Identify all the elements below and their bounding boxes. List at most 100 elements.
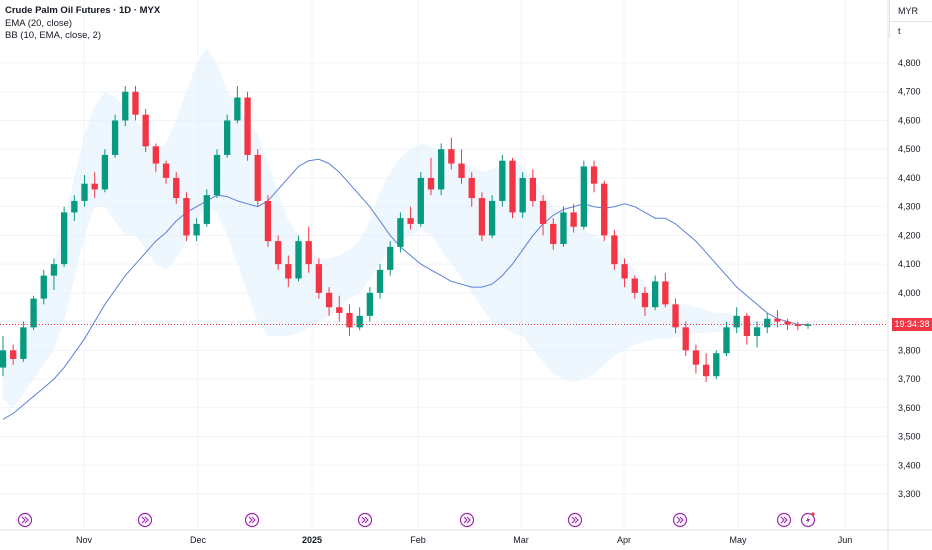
candle-body xyxy=(682,327,689,351)
candle-body xyxy=(295,241,302,279)
candle-body xyxy=(570,212,577,227)
candle-body xyxy=(30,298,37,328)
candle-body xyxy=(224,120,231,155)
y-tick-label: 3,600 xyxy=(898,403,921,413)
candle-body xyxy=(356,315,363,328)
forward-circle-icon[interactable] xyxy=(459,512,475,528)
candle-body xyxy=(550,223,557,245)
candle-body xyxy=(50,264,58,276)
candle-body xyxy=(91,183,98,190)
candle-body xyxy=(122,91,129,121)
candle-body xyxy=(519,177,526,213)
candle-body xyxy=(274,241,282,265)
y-tick-label: 3,800 xyxy=(898,345,921,355)
candle-body xyxy=(539,200,547,224)
candle-body xyxy=(162,163,170,178)
x-tick-label: 2025 xyxy=(302,535,322,545)
candle-body xyxy=(713,353,720,377)
candle-body xyxy=(336,307,343,313)
candle-body xyxy=(111,120,119,155)
candle-body xyxy=(346,312,353,328)
unit-label[interactable]: t xyxy=(898,26,901,36)
candle-body xyxy=(71,200,78,213)
candle-body xyxy=(641,292,649,308)
candle-body xyxy=(101,154,109,190)
currency-label[interactable]: MYR xyxy=(898,6,918,16)
candle-body xyxy=(723,327,730,354)
y-tick-label: 3,300 xyxy=(898,489,921,499)
candle-body xyxy=(651,281,659,308)
x-tick-label: Mar xyxy=(513,535,529,545)
forward-circle-icon[interactable] xyxy=(137,512,153,528)
candle-body xyxy=(40,275,47,299)
candle-body xyxy=(804,324,812,326)
candle-body xyxy=(325,292,333,308)
lightning-circle-icon[interactable] xyxy=(800,512,816,528)
candle-body xyxy=(621,264,628,279)
y-tick-label: 4,400 xyxy=(898,173,921,183)
candle-body xyxy=(254,154,261,201)
candle-body xyxy=(631,278,638,293)
candle-body xyxy=(743,315,751,336)
candle-body xyxy=(305,241,312,265)
x-tick-label: Jun xyxy=(838,535,853,545)
y-tick-label: 4,100 xyxy=(898,259,921,269)
candle-body xyxy=(499,160,506,201)
candle-body xyxy=(560,212,567,245)
candle-body xyxy=(702,364,710,377)
indicator-bb-label[interactable]: BB (10, EMA, close, 2) xyxy=(5,30,102,41)
candle-body xyxy=(468,177,475,199)
y-tick-label: 4,200 xyxy=(898,230,921,240)
forward-circle-icon[interactable] xyxy=(776,512,792,528)
candle-body xyxy=(488,200,496,236)
candle-body xyxy=(774,318,781,322)
candle-body xyxy=(376,269,384,293)
candle-body xyxy=(662,281,669,305)
chart-legend: Crude Palm Oil Futures · 1D · MYX EMA (2… xyxy=(5,5,160,43)
x-tick-label: Nov xyxy=(76,535,93,545)
candle-body xyxy=(733,315,740,328)
x-tick-label: May xyxy=(729,535,747,545)
candle-body xyxy=(478,198,486,236)
y-tick-label: 4,700 xyxy=(898,87,921,97)
candle-body xyxy=(458,163,465,178)
candle-body xyxy=(427,177,435,190)
indicator-ema-label[interactable]: EMA (20, close) xyxy=(5,17,73,29)
x-tick-label: Apr xyxy=(617,535,631,545)
candle-body xyxy=(183,198,190,236)
candle-body xyxy=(417,177,424,224)
y-tick-label: 3,400 xyxy=(898,460,921,470)
candle-body xyxy=(529,177,537,201)
bollinger-band-fill xyxy=(3,48,808,408)
candle-body xyxy=(81,183,88,201)
candle-body xyxy=(132,91,139,115)
forward-circle-icon[interactable] xyxy=(672,512,688,528)
candle-body xyxy=(366,292,373,316)
axis-header-divider xyxy=(890,21,932,22)
candle-body xyxy=(580,166,587,227)
y-tick-label: 4,000 xyxy=(898,288,921,298)
candle-body xyxy=(193,223,200,236)
candle-body xyxy=(438,149,445,190)
candle-body xyxy=(784,321,791,325)
candle-body xyxy=(407,218,414,224)
candle-body xyxy=(601,183,608,236)
candle-body xyxy=(794,324,801,326)
forward-circle-icon[interactable] xyxy=(567,512,583,528)
forward-circle-icon[interactable] xyxy=(244,512,260,528)
candle-body xyxy=(234,97,241,121)
candle-body xyxy=(173,177,180,199)
y-tick-label: 4,500 xyxy=(898,144,921,154)
y-tick-label: 3,500 xyxy=(898,432,921,442)
symbol-title[interactable]: Crude Palm Oil Futures · 1D · MYX xyxy=(5,5,161,16)
candle-body xyxy=(213,154,221,196)
forward-circle-icon[interactable] xyxy=(357,512,373,528)
forward-circle-icon[interactable] xyxy=(17,512,33,528)
candle-body xyxy=(60,212,68,265)
ema-line xyxy=(2,158,808,420)
y-tick-label: 4,600 xyxy=(898,115,921,125)
candle-body xyxy=(397,218,404,247)
x-tick-label: Dec xyxy=(190,535,207,545)
candle-body xyxy=(152,146,160,164)
